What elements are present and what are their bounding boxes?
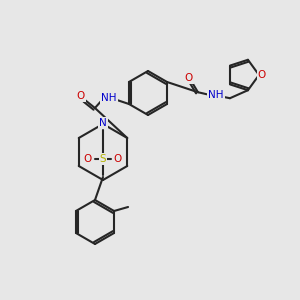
Text: NH: NH [101, 93, 117, 103]
Text: O: O [77, 91, 85, 101]
Text: N: N [99, 118, 107, 128]
Text: O: O [185, 73, 193, 83]
Text: NH: NH [208, 90, 224, 100]
Text: O: O [84, 154, 92, 164]
Text: O: O [114, 154, 122, 164]
Text: O: O [258, 70, 266, 80]
Text: S: S [100, 154, 106, 164]
